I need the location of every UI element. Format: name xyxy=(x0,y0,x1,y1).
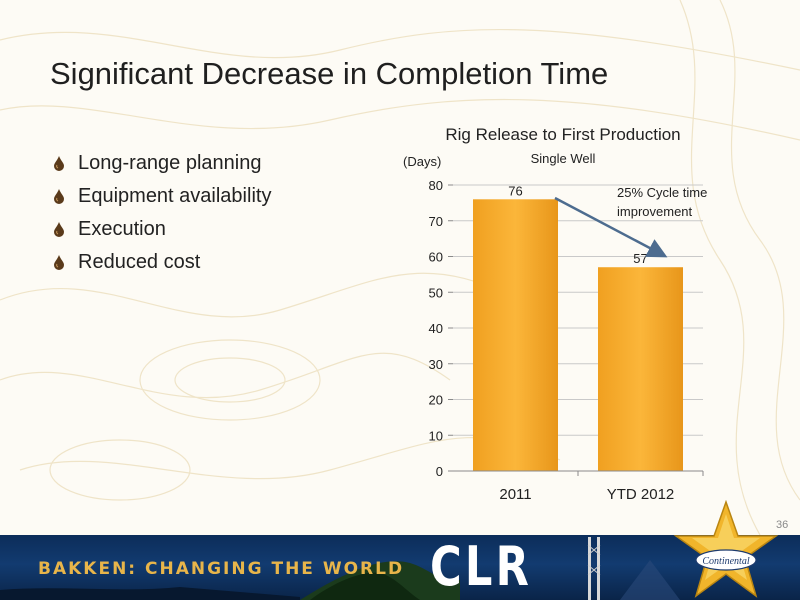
topographic-background xyxy=(0,0,800,535)
annotation-text: 25% Cycle time improvement xyxy=(617,185,711,219)
oil-drop-icon xyxy=(54,155,64,171)
oil-drop-icon xyxy=(54,254,64,270)
bar xyxy=(598,267,683,471)
y-tick-label: 0 xyxy=(436,464,443,479)
bullet-text: Long-range planning xyxy=(78,151,262,174)
y-tick-label: 30 xyxy=(429,357,443,372)
footer-banner: BAKKEN: CHANGING THE WORLD xyxy=(0,535,800,600)
bullet-text: Execution xyxy=(78,217,166,240)
y-axis-label: (Days) xyxy=(403,154,441,169)
improvement-arrow xyxy=(554,196,668,258)
bullet-item: Reduced cost xyxy=(52,245,271,278)
oil-drop-icon xyxy=(54,188,64,204)
bullet-text: Equipment availability xyxy=(78,184,272,207)
y-tick-label: 10 xyxy=(429,428,443,443)
bullet-item: Equipment availability xyxy=(52,179,271,212)
footer-tagline: BAKKEN: CHANGING THE WORLD xyxy=(38,559,405,579)
data-label: 57 xyxy=(633,251,647,266)
bullet-item: Long-range planning xyxy=(52,146,271,179)
bullet-item: Execution xyxy=(52,212,271,245)
bullet-list: Long-range planning Equipment availabili… xyxy=(52,146,271,278)
bar xyxy=(473,199,558,472)
landscape-graphic xyxy=(0,537,680,600)
chart-subtitle: Single Well xyxy=(531,151,596,166)
x-tick-label: 2011 xyxy=(499,486,531,503)
oil-drop-icon xyxy=(54,221,64,237)
slide-number: 36 xyxy=(776,519,789,531)
logo-text: Continental xyxy=(702,556,749,567)
clr-wordmark: CLR xyxy=(430,535,533,598)
annotation-line: 25% Cycle time xyxy=(617,185,707,200)
bar-chart: Rig Release to First Production Single W… xyxy=(403,125,711,503)
bullet-text: Reduced cost xyxy=(78,250,201,273)
continental-star-logo: Continental xyxy=(673,500,779,598)
y-tick-label: 20 xyxy=(429,393,443,408)
y-tick-label: 80 xyxy=(429,178,443,193)
chart-title: Rig Release to First Production xyxy=(445,125,680,144)
y-tick-label: 60 xyxy=(429,250,443,265)
x-tick-label: YTD 2012 xyxy=(607,486,675,503)
y-tick-label: 40 xyxy=(429,321,443,336)
data-label: 76 xyxy=(508,183,522,198)
slide-title: Significant Decrease in Completion Time xyxy=(50,56,609,91)
annotation-line: improvement xyxy=(617,204,693,219)
y-tick-label: 50 xyxy=(429,285,443,300)
y-tick-label: 70 xyxy=(429,214,443,229)
